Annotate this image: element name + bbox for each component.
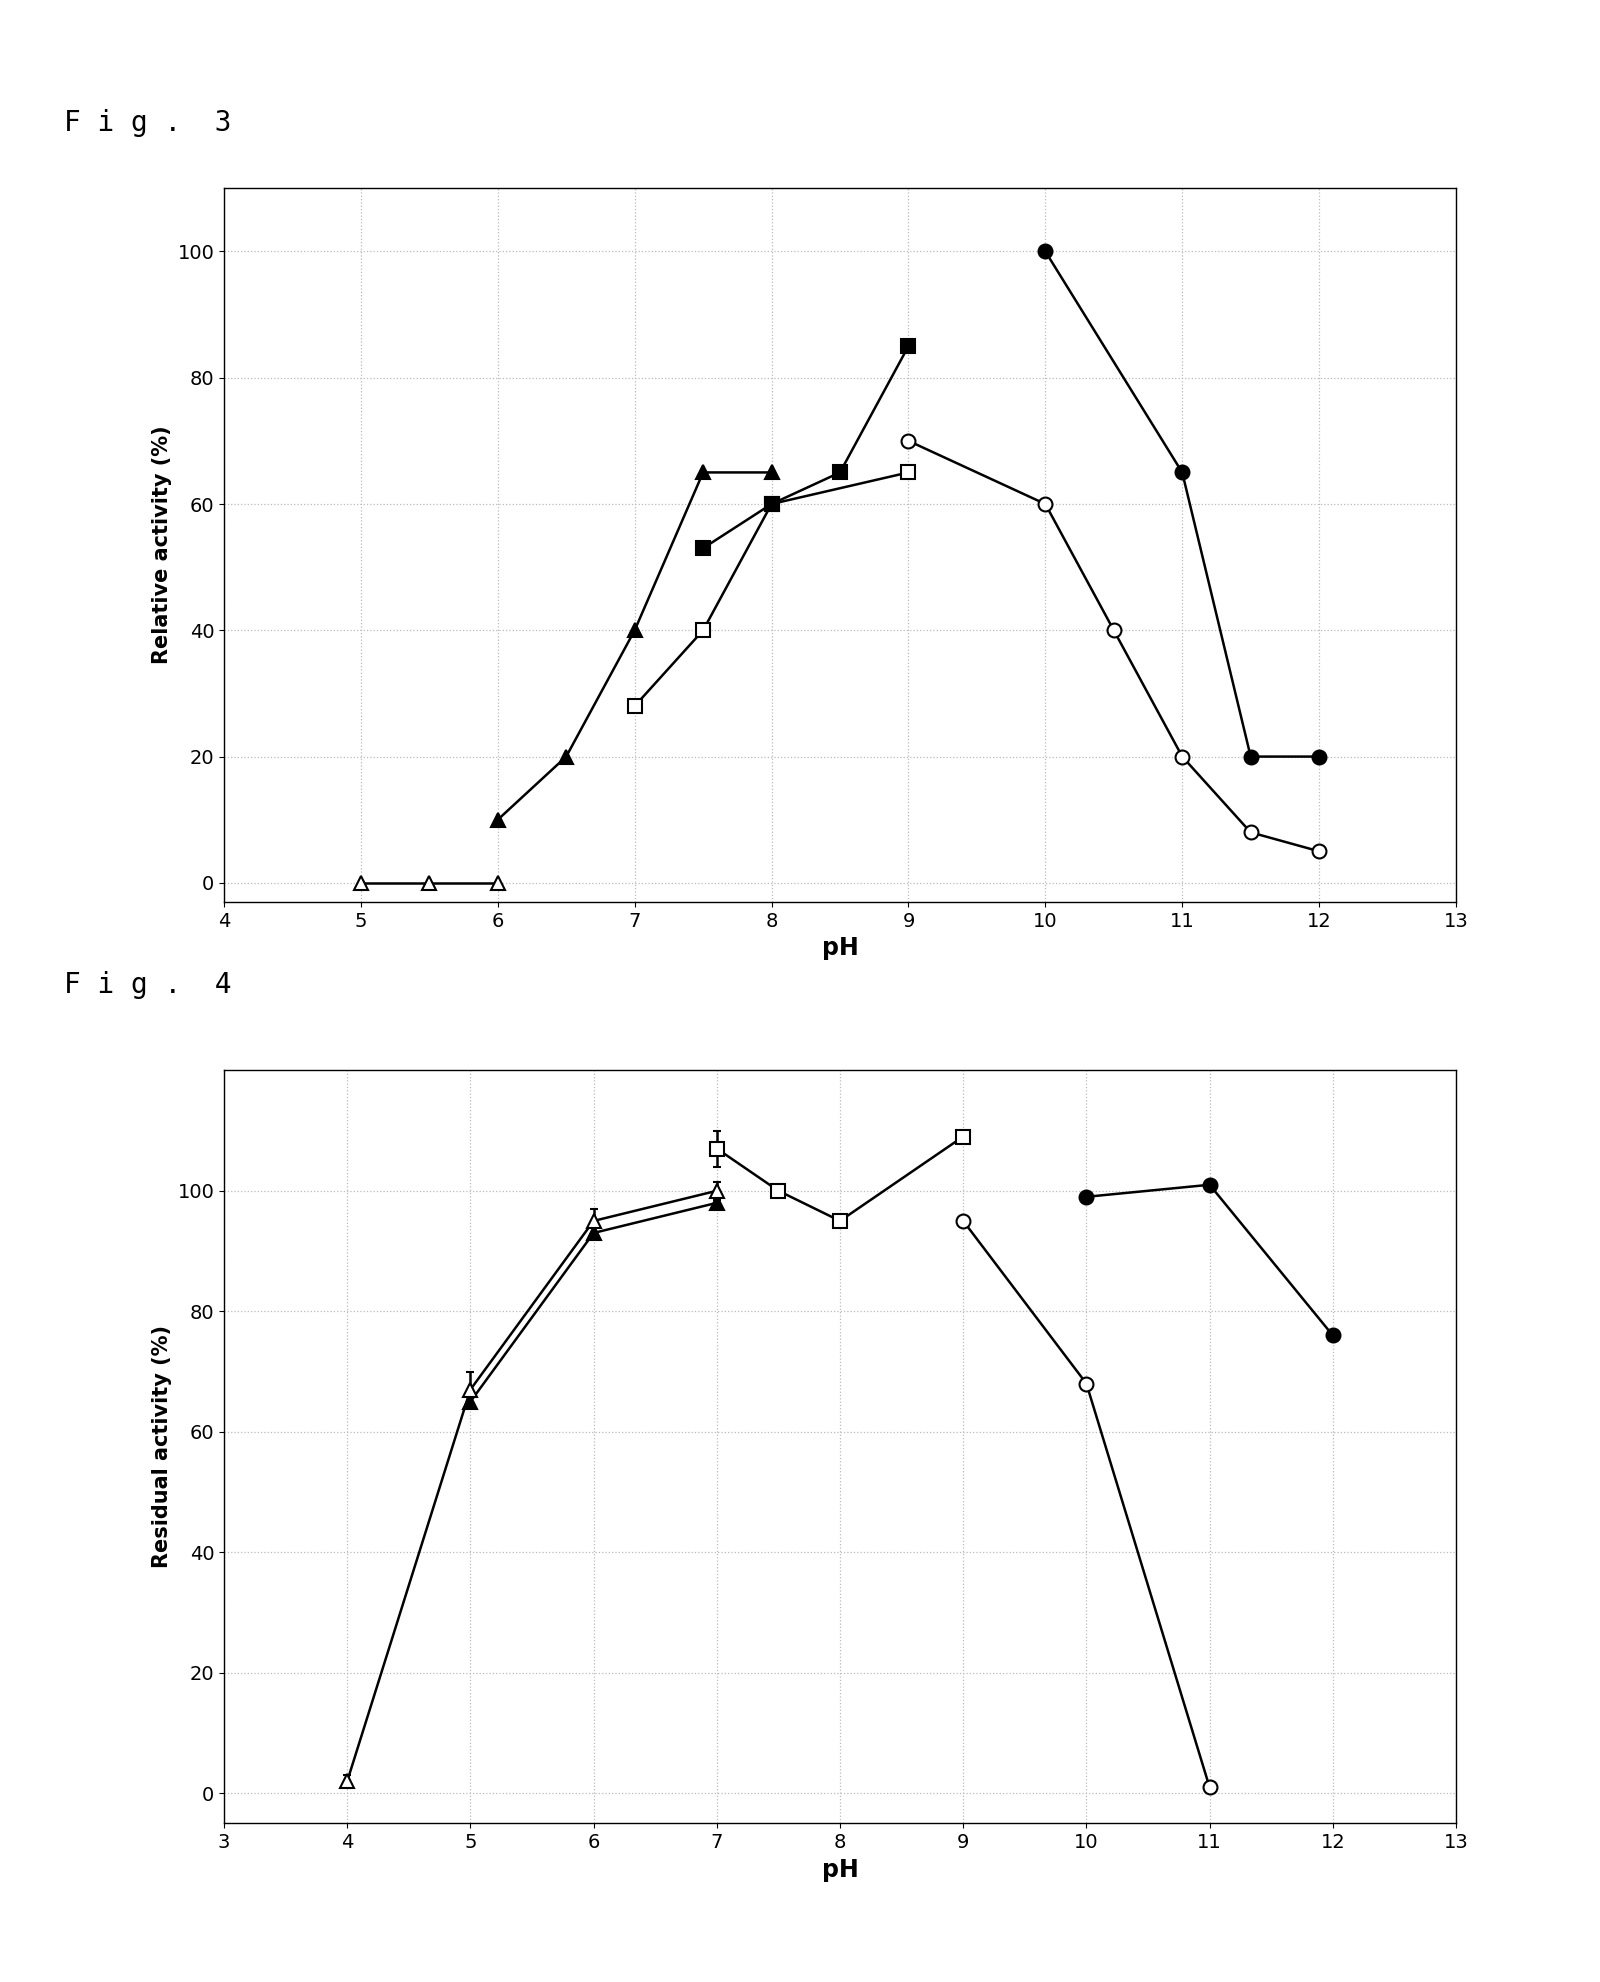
Text: F i g .  3: F i g . 3 (64, 109, 232, 137)
Text: F i g .  4: F i g . 4 (64, 971, 232, 999)
Y-axis label: Relative activity (%): Relative activity (%) (152, 426, 171, 664)
X-axis label: pH: pH (822, 936, 858, 959)
X-axis label: pH: pH (822, 1857, 858, 1881)
Y-axis label: Residual activity (%): Residual activity (%) (152, 1326, 171, 1568)
